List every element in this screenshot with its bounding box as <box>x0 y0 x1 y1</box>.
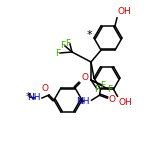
Text: O: O <box>41 84 48 93</box>
Text: F: F <box>94 85 100 94</box>
Text: F: F <box>107 85 112 94</box>
Text: F: F <box>65 39 70 48</box>
Text: OH: OH <box>118 7 132 16</box>
Text: NH: NH <box>76 97 90 106</box>
Text: *: * <box>86 30 92 40</box>
Text: O: O <box>81 73 88 82</box>
Text: *: * <box>25 92 31 102</box>
Text: OH: OH <box>118 98 132 107</box>
Text: F: F <box>56 48 61 57</box>
Text: F: F <box>60 40 66 50</box>
Text: F: F <box>100 81 106 90</box>
Text: O: O <box>108 95 116 104</box>
Text: NH: NH <box>27 93 41 102</box>
